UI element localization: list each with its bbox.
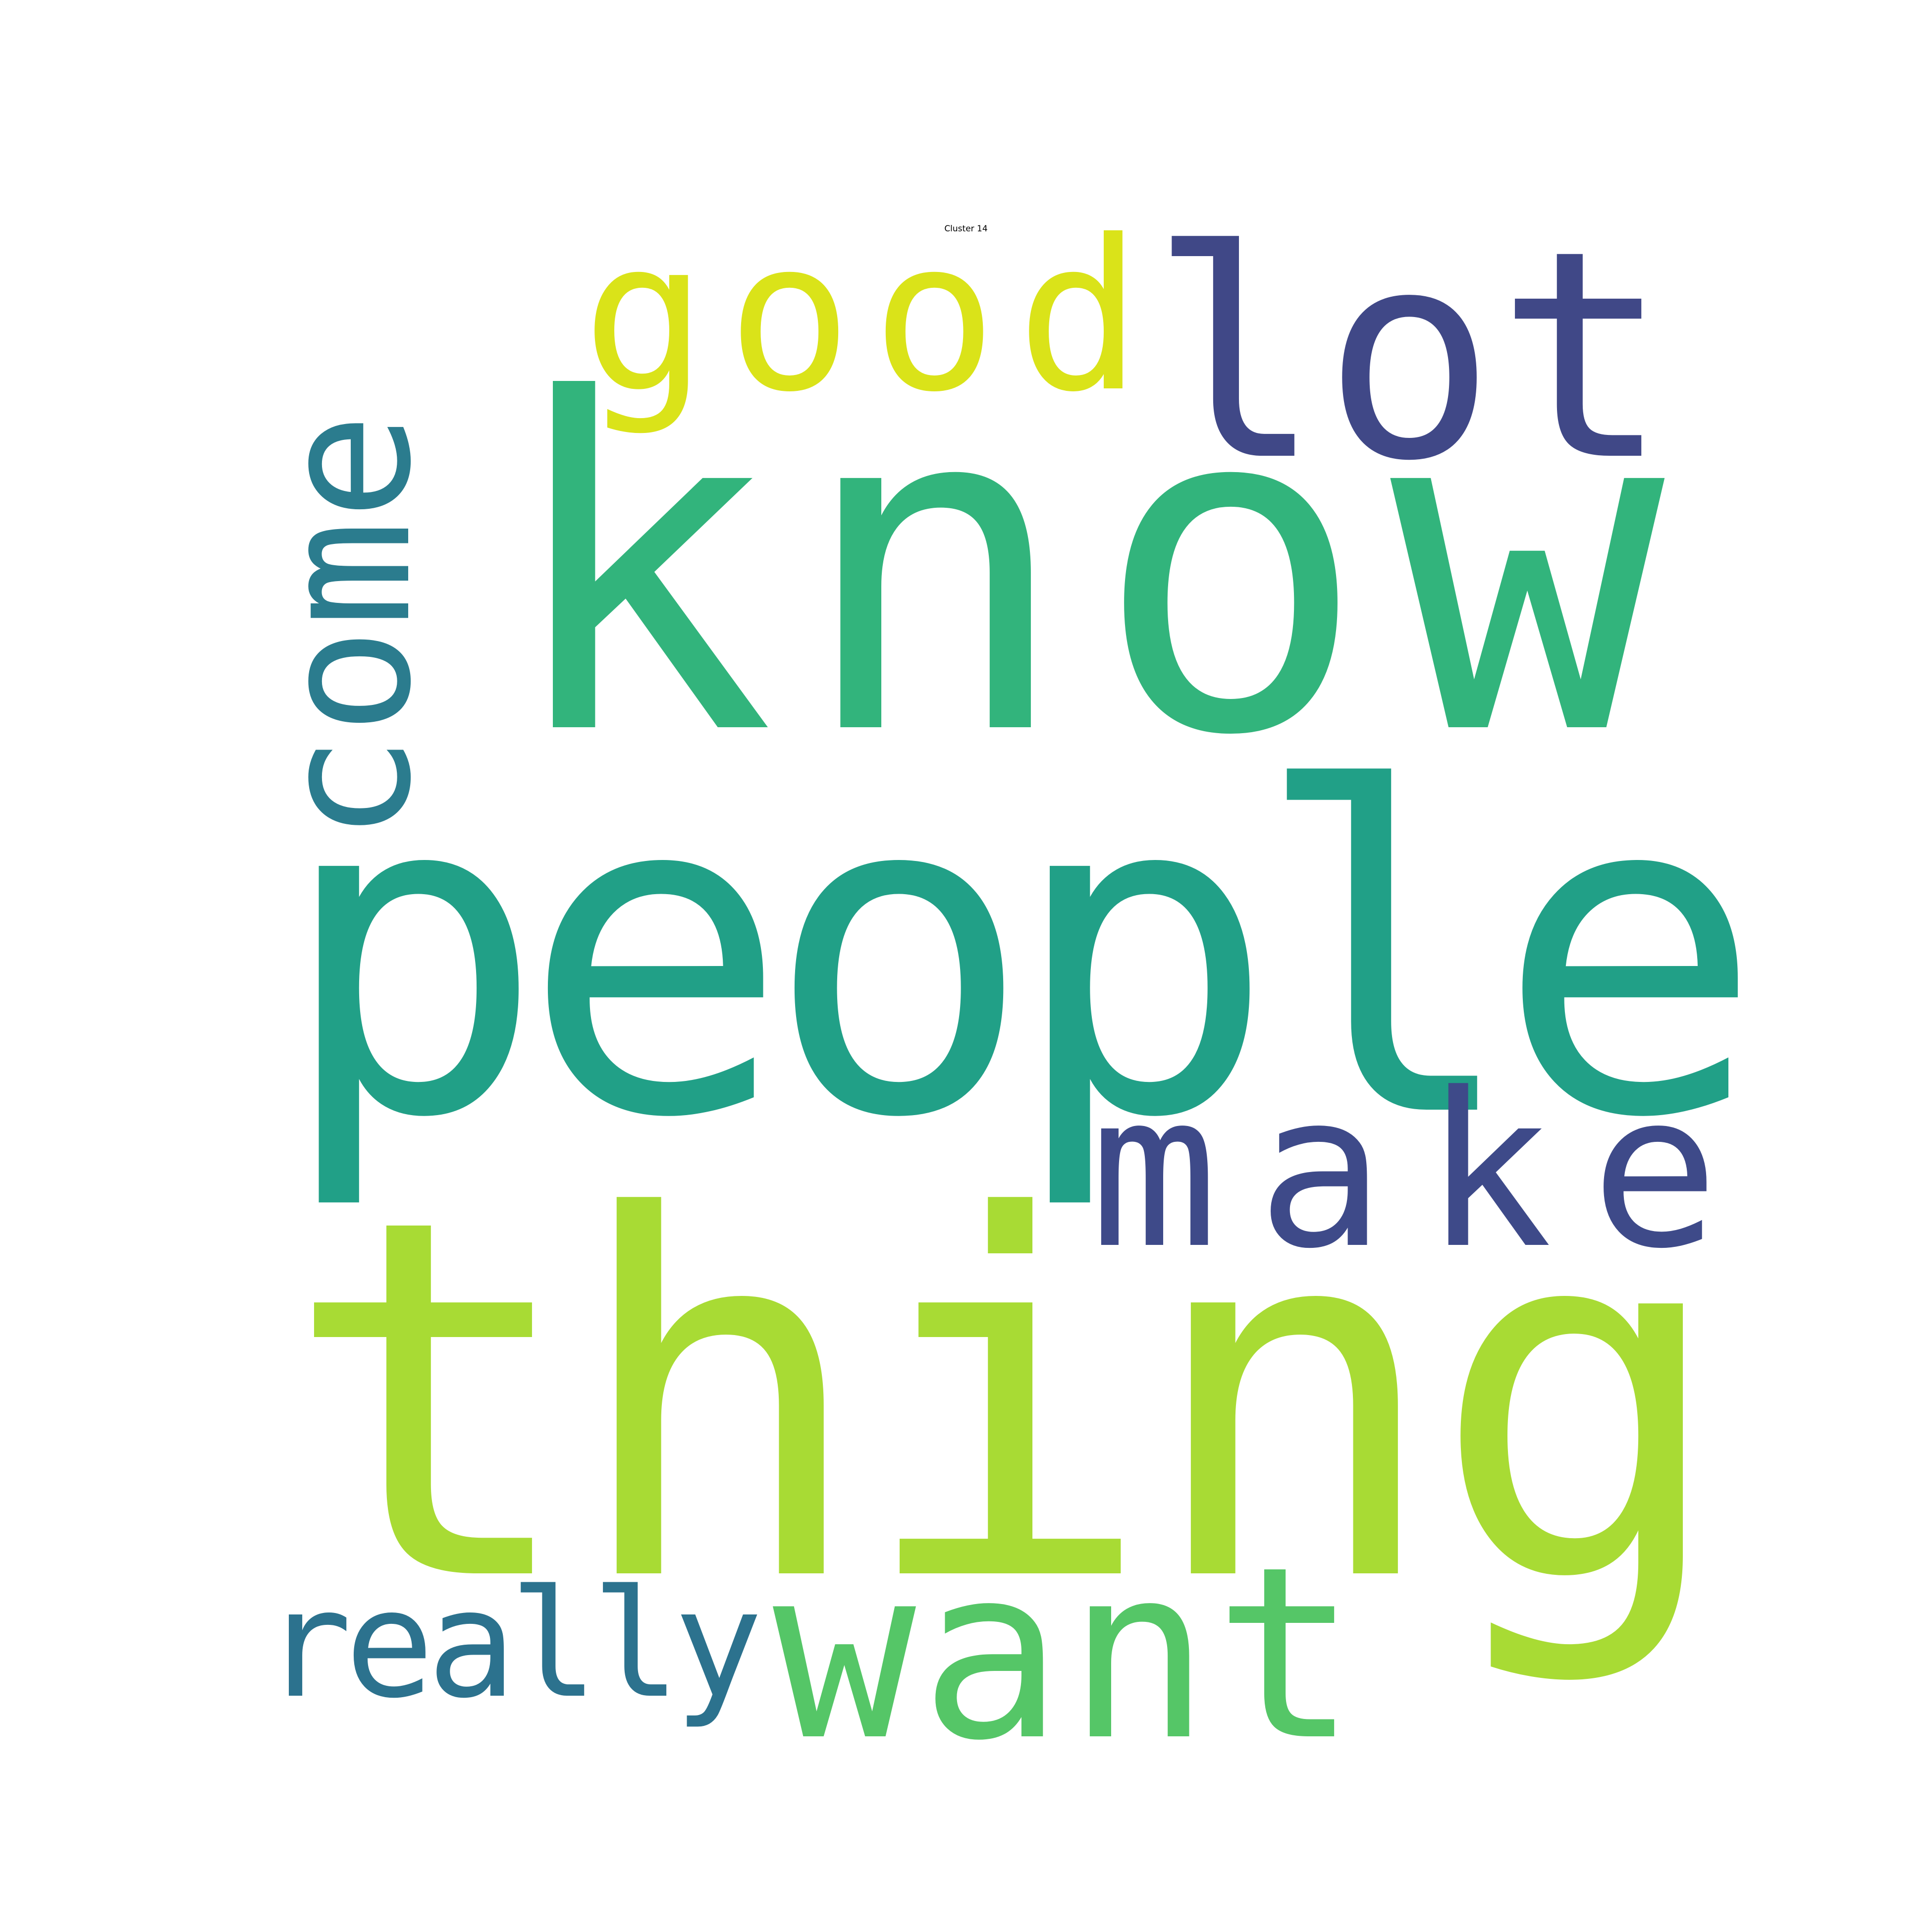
word-lot: lot [1149,189,1670,524]
word-know: know [500,304,1687,835]
word-make: make [1090,1048,1758,1295]
word-really: really [263,1558,763,1731]
word-want: want [773,1516,1362,1793]
word-people: people [277,697,1764,1215]
cloud-title: Cluster 14 [944,224,988,234]
word-come: come [243,413,450,842]
word-good: good [582,196,1162,438]
word-thing: thing [282,1114,1729,1690]
